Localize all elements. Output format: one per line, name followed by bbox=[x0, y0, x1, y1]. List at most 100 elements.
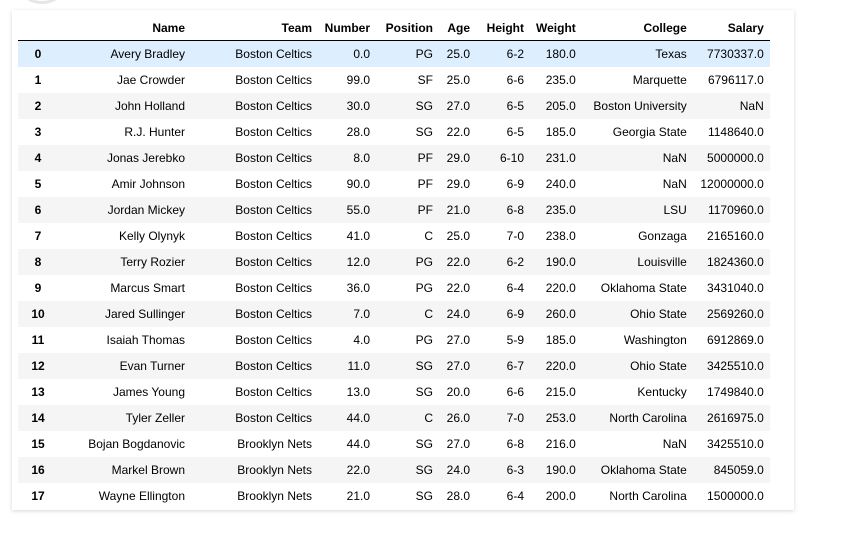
position-cell: PF bbox=[417, 150, 433, 165]
weight-cell: 240.0 bbox=[545, 176, 576, 191]
age-cell: 29.0 bbox=[446, 150, 470, 165]
college-cell: Texas bbox=[655, 46, 687, 61]
team-cell: Boston Celtics bbox=[235, 254, 312, 269]
team-cell: Boston Celtics bbox=[235, 332, 312, 347]
number-cell: 0.0 bbox=[353, 46, 370, 61]
college-cell: Georgia State bbox=[612, 124, 687, 139]
position-cell: SG bbox=[415, 358, 433, 373]
college-cell: Louisville bbox=[637, 254, 687, 269]
position-cell: PG bbox=[415, 280, 433, 295]
table-row[interactable]: 14 Tyler Zeller Boston Celtics 44.0 C 26.0 7-0… bbox=[18, 404, 770, 431]
number-cell: 7.0 bbox=[353, 306, 370, 321]
table-row[interactable]: 16 Markel Brown Brooklyn Nets 22.0 SG 24.0 6-3… bbox=[18, 456, 770, 483]
height-cell: 6-10 bbox=[499, 150, 524, 165]
table-row[interactable]: 10 Jared Sullinger Boston Celtics 7.0 C 24.0 6… bbox=[18, 300, 770, 327]
height-cell: 6-4 bbox=[506, 488, 524, 503]
weight-cell: 260.0 bbox=[545, 306, 576, 321]
row-index-cell: 1 bbox=[34, 72, 42, 87]
salary-cell: 3425510.0 bbox=[707, 358, 764, 373]
weight-cell: 216.0 bbox=[545, 436, 576, 451]
height-cell: 6-7 bbox=[506, 358, 524, 373]
table-row[interactable]: 9 Marcus Smart Boston Celtics 36.0 PG 22.0 6-4… bbox=[18, 275, 770, 301]
height-cell: 6-4 bbox=[506, 280, 524, 295]
height-cell: 7-0 bbox=[506, 410, 524, 425]
height-cell: 6-8 bbox=[506, 436, 524, 451]
position-cell: PG bbox=[415, 46, 433, 61]
table-row[interactable]: 13 James Young Boston Celtics 13.0 SG 20.0 6-6… bbox=[18, 379, 770, 405]
table-row[interactable]: 17 Wayne Ellington Brooklyn Nets 21.0 SG 28.0… bbox=[18, 483, 770, 509]
salary-cell: 1824360.0 bbox=[707, 254, 764, 269]
position-cell: C bbox=[424, 410, 433, 425]
college-cell: Washington bbox=[623, 332, 687, 347]
age-cell: 25.0 bbox=[446, 72, 470, 87]
college-cell: Ohio State bbox=[630, 306, 687, 321]
salary-cell: 2569260.0 bbox=[707, 306, 764, 321]
name-cell: Avery Bradley bbox=[110, 46, 185, 61]
name-cell: Amir Johnson bbox=[111, 176, 185, 191]
college-cell: Marquette bbox=[632, 72, 687, 87]
row-index-cell: 4 bbox=[34, 150, 42, 165]
position-cell: PG bbox=[415, 332, 433, 347]
weight-cell: 220.0 bbox=[545, 358, 576, 373]
height-cell: 6-9 bbox=[506, 176, 524, 191]
header-cell-index bbox=[18, 15, 58, 41]
number-cell: 30.0 bbox=[346, 98, 370, 113]
row-index-cell: 12 bbox=[31, 358, 45, 373]
table-row[interactable]: 1 Jae Crowder Boston Celtics 99.0 SF 25.0 6-6 2… bbox=[18, 67, 770, 93]
height-cell: 6-6 bbox=[506, 72, 524, 87]
table-row[interactable]: 12 Evan Turner Boston Celtics 11.0 SG 27.0 6-7… bbox=[18, 352, 770, 379]
number-cell: 99.0 bbox=[346, 72, 370, 87]
weight-cell: 185.0 bbox=[545, 332, 576, 347]
header-cell-number: Number bbox=[318, 15, 376, 41]
position-cell: C bbox=[424, 306, 433, 321]
salary-cell: 1749840.0 bbox=[707, 384, 764, 399]
age-cell: 26.0 bbox=[446, 410, 470, 425]
name-cell: Jared Sullinger bbox=[104, 306, 185, 321]
table-row[interactable]: 11 Isaiah Thomas Boston Celtics 4.0 PG 27.0 5-… bbox=[18, 327, 770, 353]
height-cell: 6-9 bbox=[506, 306, 524, 321]
row-index-cell: 6 bbox=[34, 202, 42, 217]
weight-cell: 231.0 bbox=[545, 150, 576, 165]
row-index-cell: 10 bbox=[31, 306, 45, 321]
age-cell: 29.0 bbox=[446, 176, 470, 191]
table-row[interactable]: 4 Jonas Jerebko Boston Celtics 8.0 PF 29.0 6-1… bbox=[18, 144, 770, 171]
dataframe-table: Name Team Number Position Age Height Wei… bbox=[18, 15, 770, 509]
header-cell-salary: Salary bbox=[692, 15, 770, 41]
team-cell: Boston Celtics bbox=[235, 150, 312, 165]
row-index-cell: 17 bbox=[31, 488, 45, 503]
position-cell: SG bbox=[415, 488, 433, 503]
weight-cell: 253.0 bbox=[545, 410, 576, 425]
position-cell: C bbox=[424, 228, 433, 243]
number-cell: 41.0 bbox=[346, 228, 370, 243]
height-cell: 5-9 bbox=[506, 332, 524, 347]
salary-cell: 6796117.0 bbox=[707, 72, 764, 87]
table-row[interactable]: 8 Terry Rozier Boston Celtics 12.0 PG 22.0 6-2… bbox=[18, 248, 770, 275]
number-cell: 11.0 bbox=[347, 358, 370, 373]
college-cell: Ohio State bbox=[630, 358, 687, 373]
row-index-cell: 15 bbox=[31, 436, 45, 451]
college-cell: NaN bbox=[662, 176, 687, 191]
table-row[interactable]: 2 John Holland Boston Celtics 30.0 SG 27.0 6-5… bbox=[18, 92, 770, 119]
team-cell: Boston Celtics bbox=[235, 384, 312, 399]
number-cell: 44.0 bbox=[346, 410, 370, 425]
table-row[interactable]: 6 Jordan Mickey Boston Celtics 55.0 PF 21.0 6-… bbox=[18, 196, 770, 223]
table-row[interactable]: 0 Avery Bradley Boston Celtics 0.0 PG 25.0 6-2… bbox=[18, 40, 770, 67]
salary-cell: 3425510.0 bbox=[707, 436, 764, 451]
row-index-cell: 11 bbox=[31, 332, 45, 347]
table-row[interactable]: 15 Bojan Bogdanovic Brooklyn Nets 44.0 SG 27.… bbox=[18, 431, 770, 457]
age-cell: 27.0 bbox=[446, 436, 470, 451]
college-cell: NaN bbox=[662, 436, 687, 451]
salary-cell: 6912869.0 bbox=[707, 332, 764, 347]
team-cell: Boston Celtics bbox=[235, 228, 312, 243]
name-cell: Markel Brown bbox=[111, 462, 185, 477]
height-cell: 6-2 bbox=[506, 46, 524, 61]
name-cell: Evan Turner bbox=[119, 358, 185, 373]
table-row[interactable]: 5 Amir Johnson Boston Celtics 90.0 PF 29.0 6-9… bbox=[18, 171, 770, 197]
position-cell: PF bbox=[417, 176, 433, 191]
height-cell: 6-8 bbox=[506, 202, 524, 217]
table-row[interactable]: 7 Kelly Olynyk Boston Celtics 41.0 C 25.0 7-0 2… bbox=[18, 223, 770, 249]
team-cell: Boston Celtics bbox=[235, 124, 312, 139]
college-cell: Boston University bbox=[593, 98, 687, 113]
position-cell: PG bbox=[415, 254, 433, 269]
table-row[interactable]: 3 R.J. Hunter Boston Celtics 28.0 SG 22.0 6-5 1… bbox=[18, 119, 770, 145]
